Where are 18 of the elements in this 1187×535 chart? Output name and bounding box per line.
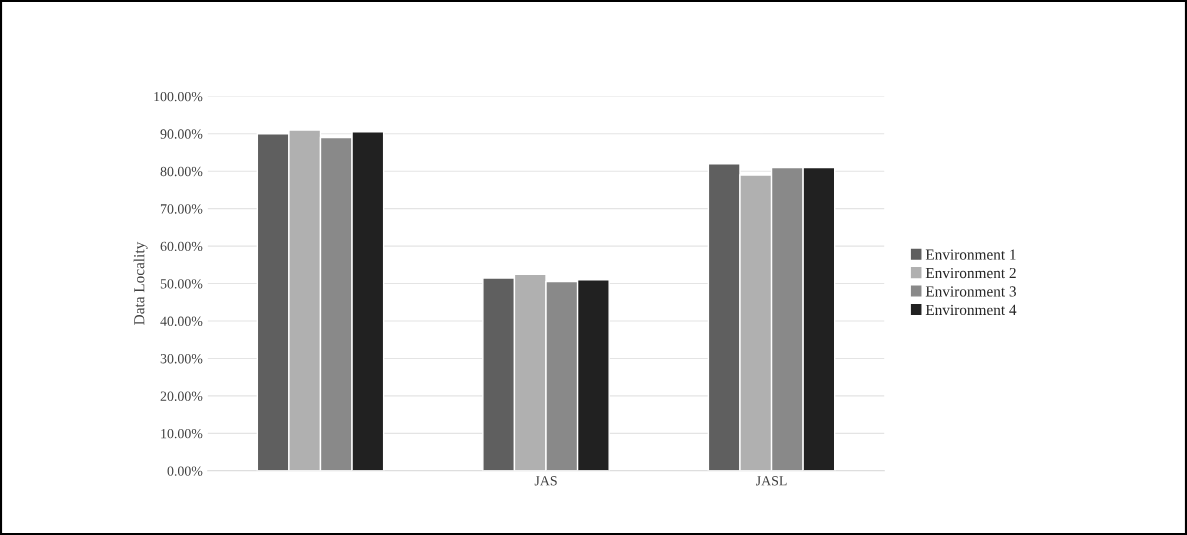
y-tick-label: 10.00% bbox=[161, 428, 203, 439]
y-tick-label: 0.00% bbox=[167, 466, 203, 476]
y-tick-label: 40.00% bbox=[160, 316, 203, 327]
y-tick-label: 60.00% bbox=[160, 241, 203, 252]
y-tick-label: 100.00% bbox=[154, 91, 203, 102]
legend-label: Environment 4 bbox=[925, 304, 1017, 316]
y-tick-label: 30.00% bbox=[160, 354, 203, 364]
y-axis-title: Data Locality bbox=[133, 241, 148, 325]
y-tick-label: 50.00% bbox=[160, 279, 203, 289]
y-tick-label: 80.00% bbox=[160, 166, 203, 177]
y-tick-label: 70.00% bbox=[160, 204, 203, 214]
x-tick-label: JASL bbox=[756, 476, 787, 486]
y-tick-label: 90.00% bbox=[160, 129, 203, 139]
x-tick-label: JAS bbox=[534, 476, 557, 486]
legend-label: Environment 1 bbox=[925, 249, 1016, 260]
y-tick-label: 20.00% bbox=[160, 391, 203, 401]
legend-label: Environment 3 bbox=[925, 286, 1016, 297]
legend-label: Environment 2 bbox=[925, 267, 1016, 279]
